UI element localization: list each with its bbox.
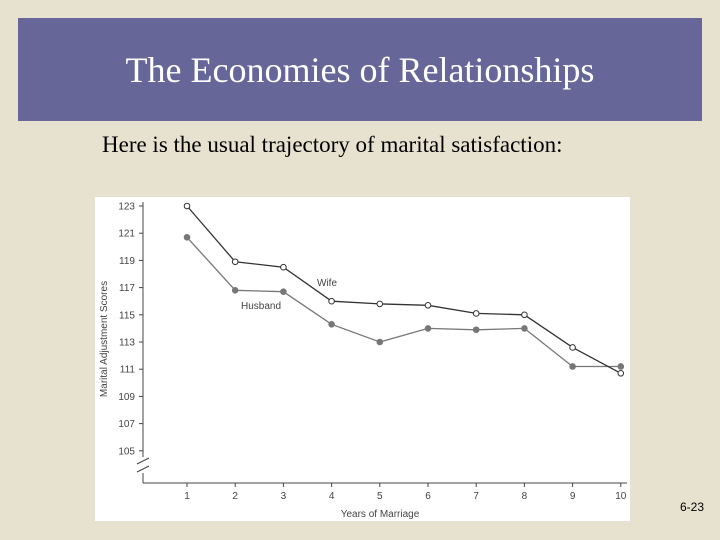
- y-tick-label: 111: [120, 365, 136, 376]
- series-label-husband: Husband: [241, 301, 281, 312]
- title-bar: The Economies of Relationships: [18, 18, 702, 121]
- data-point-husband: [376, 338, 384, 346]
- data-point-husband: [231, 287, 239, 294]
- x-axis-label: Years of Marriage: [341, 509, 420, 520]
- y-tick-label: 119: [119, 256, 135, 267]
- x-tick-label: 8: [522, 491, 528, 502]
- data-point-wife: [231, 258, 239, 266]
- y-tick-label: 109: [118, 392, 135, 403]
- x-tick-label: 3: [281, 491, 287, 502]
- x-tick-label: 9: [570, 491, 576, 502]
- data-point-husband: [569, 363, 576, 370]
- data-point-husband: [280, 288, 287, 295]
- y-tick-label: 105: [118, 446, 135, 457]
- x-tick-label: 4: [329, 491, 335, 502]
- x-tick-label: 5: [377, 491, 383, 502]
- chart-axes: [136, 202, 627, 484]
- data-point-wife: [183, 202, 191, 210]
- slide-subtitle: Here is the usual trajectory of marital …: [102, 132, 563, 157]
- axis-break-mark: [136, 465, 150, 473]
- data-point-wife: [617, 369, 625, 377]
- x-tick-label: 6: [425, 491, 431, 502]
- data-point-husband: [183, 233, 191, 241]
- data-point-wife: [280, 263, 287, 271]
- series-layer: [183, 202, 625, 377]
- data-point-husband: [617, 363, 625, 370]
- data-point-wife: [521, 311, 528, 319]
- slide-title: The Economies of Relationships: [125, 49, 595, 90]
- x-tick-label: 10: [615, 491, 627, 502]
- data-point-husband: [521, 325, 528, 332]
- y-tick-label: 117: [119, 283, 135, 294]
- data-point-wife: [472, 310, 480, 317]
- y-tick-label: 121: [118, 229, 135, 240]
- data-point-husband: [472, 326, 480, 334]
- x-tick-label: 1: [184, 491, 190, 502]
- data-point-husband: [328, 321, 335, 328]
- series-line-wife: [186, 205, 622, 374]
- slide-number: 6-23: [680, 500, 705, 514]
- x-tick-label: 2: [232, 491, 238, 502]
- y-tick-label: 107: [118, 419, 135, 430]
- y-axis-ticks: 123 121 119 117 115 113 111 109 107 105: [118, 202, 143, 457]
- y-axis-label: Marital Adjustment Scores: [99, 281, 110, 397]
- data-point-wife: [328, 297, 335, 305]
- data-point-wife: [376, 300, 384, 308]
- series-line-husband: [186, 236, 621, 368]
- series-label-wife: Wife: [317, 278, 337, 289]
- y-tick-label: 113: [119, 338, 135, 349]
- data-point-wife: [424, 301, 432, 309]
- data-point-wife: [569, 344, 576, 351]
- x-tick-label: 7: [473, 491, 479, 502]
- data-point-husband: [424, 325, 432, 332]
- y-tick-label: 123: [118, 202, 135, 213]
- x-axis-ticks: 1 2 3 4 5 6 7 8 9 10: [184, 483, 627, 502]
- y-tick-label: 115: [119, 310, 135, 321]
- axis-break-mark: [136, 457, 150, 465]
